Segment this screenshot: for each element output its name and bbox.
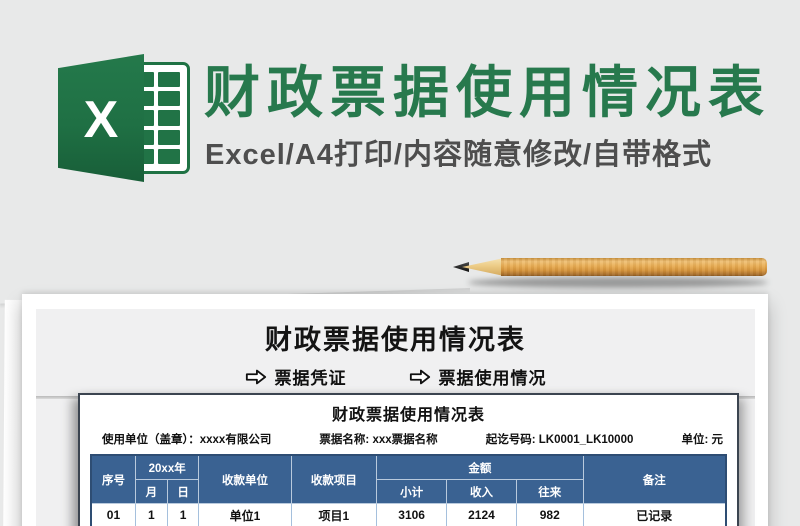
pencil-body: [501, 258, 767, 276]
logo-grid-cell: [158, 72, 180, 88]
col-header-income: 收入: [446, 479, 517, 504]
logo-grid-cell: [158, 91, 180, 107]
cell-subtotal: 3106: [376, 503, 448, 526]
cell-index: 01: [90, 503, 136, 526]
cell-current: 982: [515, 503, 584, 526]
col-header-remark: 备注: [582, 454, 727, 504]
page-title: 财政票据使用情况表: [265, 325, 526, 355]
meta-bill-name: 票据名称: xxx票据名称: [319, 434, 438, 446]
template-title: 财政票据使用情况表: [204, 61, 771, 124]
logo-grid-cell: [158, 129, 180, 145]
excel-x-letter: X: [83, 91, 119, 149]
col-header-year: 20xx年: [134, 454, 200, 480]
arrow-right-icon: [409, 369, 431, 385]
template-subtitle: Excel/A4打印/内容随意修改/自带格式: [205, 139, 713, 171]
meta-serial-range: 起讫号码: LK0001_LK10000: [485, 434, 634, 446]
link-bill-usage[interactable]: 票据使用情况: [409, 364, 547, 389]
logo-grid-cell: [158, 110, 180, 126]
link-label: 票据凭证: [274, 369, 347, 388]
link-bill-voucher[interactable]: 票据凭证: [245, 364, 347, 389]
hero-banner: X 财政票据使用情况表 Excel/A4打印/内容随意修改/自带格式: [0, 0, 800, 230]
header-row-1: 序号 20xx年 收款单位 收款项目 金额 备注: [90, 454, 727, 504]
meta-currency-unit: 单位: 元: [681, 434, 723, 446]
pencil-cone: [462, 258, 504, 276]
cell-month: 1: [134, 503, 168, 526]
excel-logo: X: [58, 54, 190, 182]
cell-payee: 单位1: [198, 503, 292, 526]
excel-logo-cover-icon: X: [58, 54, 144, 182]
cell-income: 2124: [446, 503, 517, 526]
cell-remark: 已记录: [582, 503, 727, 526]
pencil-tip: [453, 262, 469, 272]
bill-usage-table: 序号 20xx年 收款单位 收款项目 金额 备注 月 日 小计 收入 往来 01…: [90, 454, 727, 526]
sheet-title: 财政票据使用情况表: [331, 407, 485, 424]
table-row: 01 1 1 单位1 项目1 3106 2124 982 已记录: [90, 503, 727, 526]
link-label: 票据使用情况: [438, 369, 547, 388]
cell-item: 项目1: [290, 503, 378, 526]
sheet-tab-links: 票据凭证 票据使用情况: [36, 364, 755, 389]
arrow-right-icon: [245, 369, 267, 385]
spreadsheet-preview-card: 财政票据使用情况表 使用单位（盖章）：xxxx有限公司 票据名称: xxx票据名…: [78, 393, 739, 526]
cell-day: 1: [166, 503, 200, 526]
pencil-shadow: [468, 277, 768, 288]
col-header-day: 日: [166, 479, 200, 504]
col-header-subtotal: 小计: [376, 479, 448, 504]
meta-use-unit: 使用单位（盖章）：xxxx有限公司: [102, 434, 272, 446]
pencil-graphic: [453, 256, 767, 277]
col-header-amount: 金额: [376, 454, 584, 480]
col-header-item: 收款项目: [290, 454, 378, 504]
col-header-month: 月: [134, 479, 168, 504]
col-header-index: 序号: [90, 454, 136, 504]
col-header-current: 往来: [515, 479, 584, 504]
sheet-meta-row: 使用单位（盖章）：xxxx有限公司 票据名称: xxx票据名称 起讫号码: LK…: [90, 425, 727, 454]
col-header-payee: 收款单位: [198, 454, 292, 504]
logo-grid-cell: [158, 148, 180, 164]
